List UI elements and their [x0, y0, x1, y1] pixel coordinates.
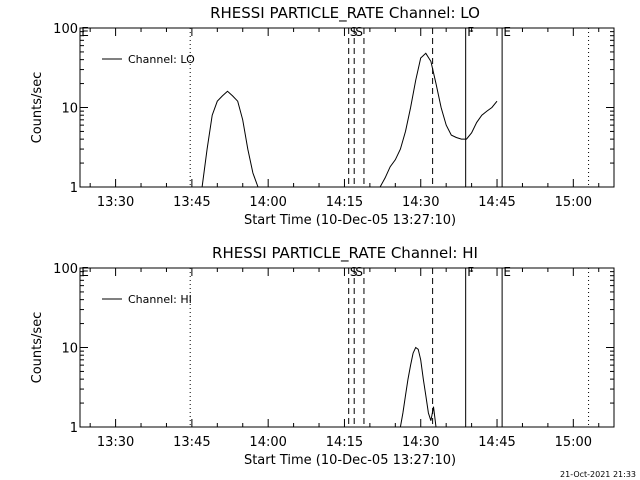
chart1-event-flag: E	[503, 25, 511, 39]
chart1-series-line	[201, 52, 498, 188]
chart2-y-tick-label: 10	[61, 342, 78, 357]
chart1-x-tick-label: 15:00	[555, 195, 592, 210]
chart2-x-tick-label: 13:30	[97, 435, 134, 450]
chart2-event-flag: S	[355, 265, 363, 279]
chart2-x-tick-label: 14:00	[249, 435, 286, 450]
chart2-event-flag: E	[503, 265, 511, 279]
chart1-y-tick-label: 1	[70, 181, 78, 196]
chart2-y-axis-label: Counts/sec	[30, 312, 45, 384]
chart1-event-flag: E	[81, 25, 89, 39]
chart2-plot-frame	[79, 267, 615, 428]
chart2-x-tick-label: 14:45	[478, 435, 515, 450]
chart1-event-flag: S	[355, 25, 363, 39]
chart1-y-tick-label: 100	[53, 22, 78, 37]
chart2-event-flag: F	[467, 265, 474, 279]
footer-timestamp: 21-Oct-2021 21:33	[560, 470, 636, 479]
chart2-x-tick-label: 14:30	[402, 435, 439, 450]
chart2-title: RHESSI PARTICLE_RATE Channel: HI	[212, 244, 478, 263]
chart2-x-tick-label: 13:45	[173, 435, 210, 450]
chart1-x-tick-label: 14:30	[402, 195, 439, 210]
chart1-x-tick-label: 14:15	[326, 195, 363, 210]
chart1-event-flag: F	[467, 25, 474, 39]
chart2-x-tick-label: 14:15	[326, 435, 363, 450]
chart2-x-axis-label: Start Time (10-Dec-05 13:27:10)	[244, 453, 456, 468]
chart1-x-tick-label: 14:00	[249, 195, 286, 210]
chart1-legend-label: Channel: LO	[128, 53, 195, 66]
chart2-y-tick-label: 100	[53, 262, 78, 277]
chart2-x-tick-label: 15:00	[555, 435, 592, 450]
chart2-legend-label: Channel: HI	[128, 293, 192, 306]
chart1-x-tick-label: 13:30	[97, 195, 134, 210]
chart1-x-axis-label: Start Time (10-Dec-05 13:27:10)	[244, 213, 456, 228]
chart1-plot-frame	[79, 27, 615, 188]
chart2-event-flag: S	[350, 265, 358, 279]
chart1-title: RHESSI PARTICLE_RATE Channel: LO	[210, 4, 480, 23]
chart1-x-tick-label: 14:45	[478, 195, 515, 210]
chart2-event-flag: E	[81, 265, 89, 279]
chart1-event-flag: S	[350, 25, 358, 39]
chart1-y-axis-label: Counts/sec	[30, 72, 45, 144]
chart2-y-tick-label: 1	[70, 421, 78, 436]
chart1-x-tick-label: 13:45	[173, 195, 210, 210]
chart2-series-line	[399, 346, 437, 428]
chart1-y-tick-label: 10	[61, 102, 78, 117]
